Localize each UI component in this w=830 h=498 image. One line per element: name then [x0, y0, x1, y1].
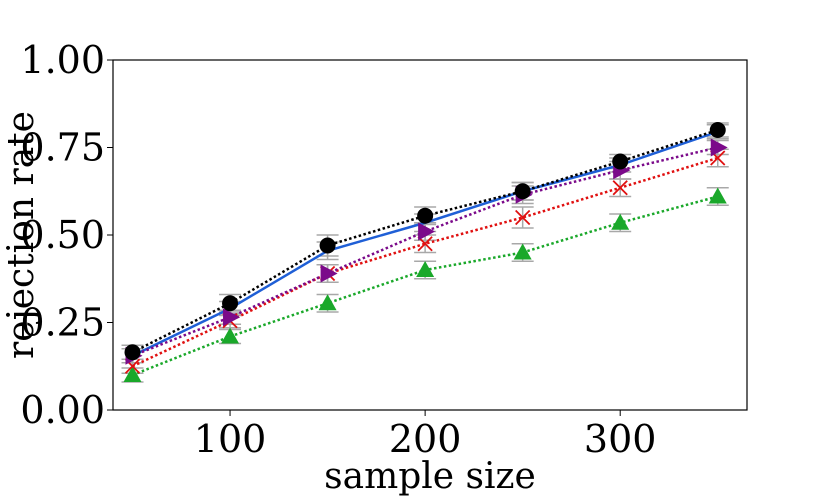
y-tick-label: 1.00 [20, 38, 105, 82]
data-point-black [417, 207, 434, 224]
x-marker-stroke [515, 209, 531, 226]
data-point-black [124, 344, 141, 361]
y-tick-label: 0.75 [20, 126, 105, 170]
x-marker-stroke [612, 180, 628, 196]
data-point-red [515, 209, 531, 226]
plot-area [121, 122, 729, 383]
data-point-black [222, 295, 239, 312]
data-point-green [416, 261, 435, 277]
data-point-green [123, 366, 142, 382]
data-point-purple [320, 264, 338, 283]
x-tick-label: 200 [389, 417, 462, 461]
data-point-green [611, 213, 630, 230]
data-point-purple [418, 222, 436, 241]
y-tick-label: 0.25 [20, 301, 105, 345]
data-point-purple [710, 138, 728, 157]
axes: 100 200 300 0.00 0.25 0.50 0.75 1.00 [20, 38, 748, 461]
data-point-green [221, 327, 240, 344]
data-point-green [318, 294, 337, 311]
data-point-black [514, 183, 531, 200]
x-marker-stroke [710, 150, 726, 166]
y-axis-label: rejection rate [1, 111, 42, 359]
data-point-purple [223, 308, 241, 327]
x-axis-label: sample size [324, 456, 536, 497]
x-tick-label: 300 [584, 417, 657, 461]
y-tick-label: 0.50 [20, 213, 105, 257]
x-marker-stroke [124, 358, 141, 374]
data-point-black [612, 153, 629, 170]
data-point-black [319, 237, 336, 254]
x-tick-label: 100 [194, 417, 267, 461]
data-point-green [513, 243, 532, 260]
data-point-red [612, 180, 628, 196]
x-marker-stroke [417, 236, 433, 252]
data-point-green [708, 187, 727, 204]
data-point-black [709, 122, 726, 138]
y-tick-label: 0.00 [20, 388, 105, 432]
